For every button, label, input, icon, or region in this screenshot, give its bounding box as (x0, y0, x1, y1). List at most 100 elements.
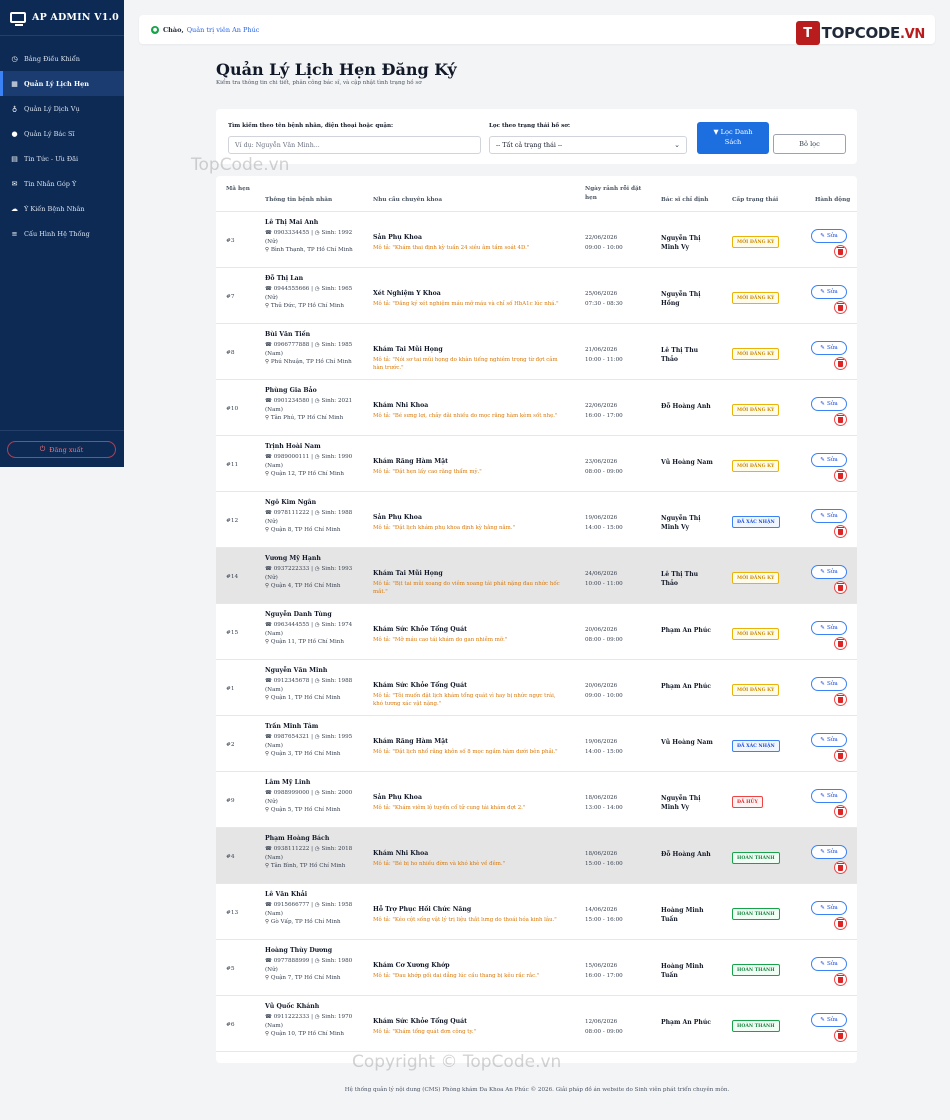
edit-button[interactable]: ✎ Sửa (811, 285, 847, 299)
delete-button[interactable] (834, 525, 847, 538)
appointment-id: #11 (226, 462, 239, 468)
sidebar-item-2[interactable]: ♁ Quản Lý Dịch Vụ (0, 96, 124, 121)
filter-list-button[interactable]: ▼ Lọc Danh Sách (697, 122, 769, 154)
delete-button[interactable] (834, 413, 847, 426)
delete-button[interactable] (834, 469, 847, 482)
phone-icon: ☎ (265, 734, 272, 740)
status-badge: MỚI ĐĂNG KÝ (732, 292, 780, 304)
search-input[interactable]: Ví dụ: Nguyễn Văn Minh... (228, 136, 481, 154)
map-pin-icon: ⚲ (265, 919, 270, 926)
map-pin-icon: ⚲ (265, 975, 270, 982)
trash-icon (837, 974, 844, 983)
delete-button[interactable] (834, 861, 847, 874)
delete-button[interactable] (834, 973, 847, 986)
admin-name-link[interactable]: Quản trị viên An Phúc (186, 25, 260, 34)
edit-button[interactable]: ✎ Sửa (811, 1013, 847, 1027)
map-pin-icon: ⚲ (265, 639, 270, 646)
edit-button[interactable]: ✎ Sửa (811, 565, 847, 579)
clock-icon: ◷ (314, 398, 320, 404)
patient-name: Phùng Gia Bảo (265, 387, 317, 394)
sidebar-item-3[interactable]: ● Quản Lý Bác Sĩ (0, 121, 124, 146)
specialty-desc: Mô tả: "Đặt lịch nhổ răng khôn số 8 mọc … (373, 749, 558, 755)
clear-filter-button[interactable]: Bỏ lọc (773, 134, 846, 154)
delete-button[interactable] (834, 637, 847, 650)
edit-label: Sửa (826, 569, 838, 575)
edit-button[interactable]: ✎ Sửa (811, 621, 847, 635)
assigned-doctor: Đỗ Hoàng Anh (661, 403, 711, 410)
appointment-date: 23/06/2026 08:00 - 09:00 (585, 458, 623, 477)
top-bar: ● Chào, Quản trị viên An Phúc T TOPCODE.… (139, 15, 935, 45)
delete-button[interactable] (834, 805, 847, 818)
patient-gender: (Nữ) (265, 798, 278, 805)
patient-phone: 0915666777 (273, 902, 310, 908)
phone-icon: ☎ (265, 622, 272, 628)
edit-button[interactable]: ✎ Sửa (811, 229, 847, 243)
delete-button[interactable] (834, 245, 847, 258)
specialty-desc: Mô tả: "Nói sơ tai mũi họng do khàn tiến… (373, 357, 558, 372)
assigned-doctor: Phạm An Phúc (661, 627, 711, 634)
clock-icon: ◷ (314, 566, 320, 572)
phone-icon: ☎ (265, 902, 272, 908)
edit-button[interactable]: ✎ Sửa (811, 341, 847, 355)
sidebar-item-6[interactable]: ☁ Ý Kiến Bệnh Nhân (0, 196, 124, 221)
sidebar-item-label: Tin Nhắn Góp Ý (24, 179, 77, 188)
edit-button[interactable]: ✎ Sửa (811, 677, 847, 691)
sidebar-item-7[interactable]: ≡ Cấu Hình Hệ Thống (0, 221, 124, 246)
dashboard-icon: ◷ (11, 54, 18, 63)
appointment-date: 24/06/2026 10:00 - 11:00 (585, 570, 623, 589)
appointment-date: 19/06/2026 14:00 - 15:00 (585, 514, 623, 533)
edit-button[interactable]: ✎ Sửa (811, 397, 847, 411)
header-id: Mã hẹn (226, 186, 250, 192)
sidebar-item-1[interactable]: ▦ Quản Lý Lịch Hẹn (0, 71, 124, 96)
date-value: 21/06/2026 (585, 347, 618, 353)
patient-birth: Sinh: 1993 (321, 566, 353, 572)
map-pin-icon: ⚲ (265, 807, 270, 814)
edit-label: Sửa (826, 401, 838, 407)
delete-button[interactable] (834, 357, 847, 370)
edit-icon: ✎ (820, 233, 825, 239)
sidebar-item-4[interactable]: ▤ Tin Tức - Ưu Đãi (0, 146, 124, 171)
logout-button[interactable]: ⏻ Đăng xuất (7, 441, 116, 458)
brand[interactable]: AP ADMIN V1.0 (0, 0, 124, 36)
specialty-desc: Mô tả: "Bé sưng lợi, chảy dãi nhiều do m… (373, 413, 558, 419)
patient-gender: (Nam) (265, 350, 283, 357)
delete-button[interactable] (834, 581, 847, 594)
date-value: 19/06/2026 (585, 739, 618, 745)
delete-button[interactable] (834, 917, 847, 930)
sidebar-divider (0, 430, 124, 431)
phone-icon: ☎ (265, 286, 272, 292)
sidebar-item-label: Bảng Điều Khiển (24, 54, 80, 63)
edit-button[interactable]: ✎ Sửa (811, 845, 847, 859)
delete-button[interactable] (834, 749, 847, 762)
edit-label: Sửa (826, 345, 838, 351)
edit-button[interactable]: ✎ Sửa (811, 453, 847, 467)
search-label: Tìm kiếm theo tên bệnh nhân, điện thoại … (228, 123, 394, 129)
edit-button[interactable]: ✎ Sửa (811, 509, 847, 523)
status-badge: ĐÃ XÁC NHẬN (732, 740, 780, 752)
edit-button[interactable]: ✎ Sửa (811, 789, 847, 803)
delete-button[interactable] (834, 693, 847, 706)
patient-info: ☎ 0989000111 | ◷ Sinh: 1990 (Nam) ⚲ Quận … (265, 454, 353, 478)
patient-address: Thủ Đức, TP Hồ Chí Minh (270, 303, 344, 310)
patient-info: ☎ 0987654321 | ◷ Sinh: 1995 (Nam) ⚲ Quận … (265, 734, 353, 758)
status-select[interactable]: -- Tất cả trạng thái -- ⌄ (489, 136, 687, 154)
patient-phone: 0966777888 (273, 342, 310, 348)
delete-button[interactable] (834, 301, 847, 314)
sidebar-item-5[interactable]: ✉ Tin Nhắn Góp Ý (0, 171, 124, 196)
edit-button[interactable]: ✎ Sửa (811, 901, 847, 915)
patient-birth: Sinh: 2021 (321, 398, 353, 404)
assigned-doctor: Nguyễn Thị Minh Vy (661, 235, 701, 252)
appointment-id: #7 (226, 294, 235, 300)
edit-button[interactable]: ✎ Sửa (811, 957, 847, 971)
edit-button[interactable]: ✎ Sửa (811, 733, 847, 747)
edit-icon: ✎ (820, 625, 825, 631)
sidebar-item-0[interactable]: ◷ Bảng Điều Khiển (0, 46, 124, 71)
appointment-id: #5 (226, 966, 235, 972)
patient-birth: Sinh: 1990 (321, 454, 353, 460)
power-icon: ⏻ (39, 445, 46, 453)
specialty: Khám Cơ Xương Khớp (373, 962, 450, 969)
time-value: 08:00 - 09:00 (585, 1028, 623, 1035)
date-value: 18/06/2026 (585, 795, 618, 801)
edit-icon: ✎ (820, 737, 825, 743)
delete-button[interactable] (834, 1029, 847, 1042)
